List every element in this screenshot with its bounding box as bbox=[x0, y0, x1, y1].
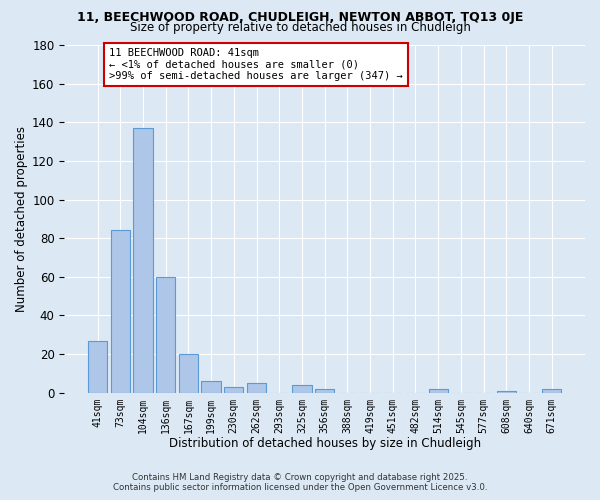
Bar bbox=[292, 385, 311, 392]
Text: 11, BEECHWOOD ROAD, CHUDLEIGH, NEWTON ABBOT, TQ13 0JE: 11, BEECHWOOD ROAD, CHUDLEIGH, NEWTON AB… bbox=[77, 11, 523, 24]
Bar bbox=[156, 277, 175, 392]
Bar bbox=[315, 389, 334, 392]
Text: Contains HM Land Registry data © Crown copyright and database right 2025.
Contai: Contains HM Land Registry data © Crown c… bbox=[113, 473, 487, 492]
Bar bbox=[133, 128, 152, 392]
Bar bbox=[88, 340, 107, 392]
Bar bbox=[110, 230, 130, 392]
Text: Size of property relative to detached houses in Chudleigh: Size of property relative to detached ho… bbox=[130, 22, 470, 35]
Y-axis label: Number of detached properties: Number of detached properties bbox=[15, 126, 28, 312]
Bar bbox=[247, 383, 266, 392]
Bar bbox=[542, 389, 562, 392]
Bar bbox=[202, 381, 221, 392]
Text: 11 BEECHWOOD ROAD: 41sqm
← <1% of detached houses are smaller (0)
>99% of semi-d: 11 BEECHWOOD ROAD: 41sqm ← <1% of detach… bbox=[109, 48, 403, 81]
Bar bbox=[224, 387, 244, 392]
X-axis label: Distribution of detached houses by size in Chudleigh: Distribution of detached houses by size … bbox=[169, 437, 481, 450]
Bar bbox=[497, 391, 516, 392]
Bar bbox=[179, 354, 198, 393]
Bar bbox=[428, 389, 448, 392]
